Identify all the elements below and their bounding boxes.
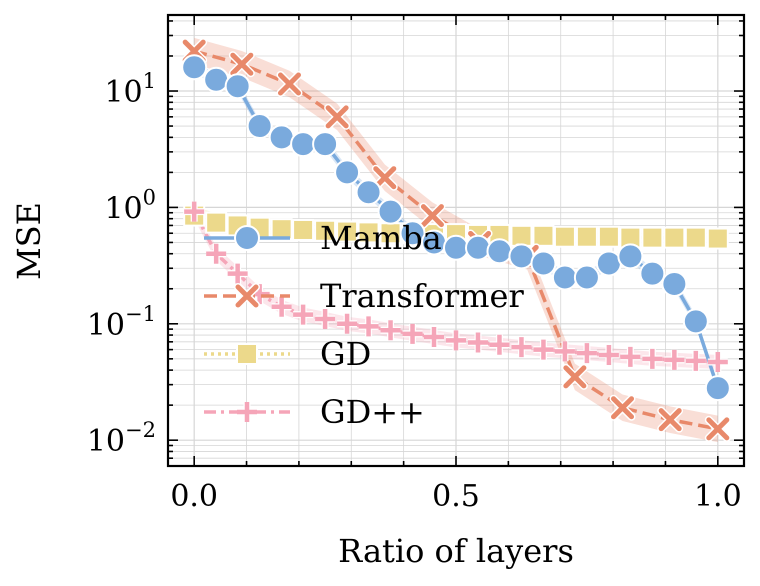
mamba-point <box>203 66 230 93</box>
mamba-point <box>551 264 578 291</box>
gdplusplus-point <box>664 349 685 370</box>
gd-point <box>597 225 620 248</box>
gdplusplus-point <box>685 350 706 371</box>
mamba-point <box>377 198 404 225</box>
x-axis-label: Ratio of layers <box>338 532 574 570</box>
mamba-point <box>246 113 273 140</box>
legend-gd-marker <box>236 343 258 365</box>
mamba-point <box>508 243 535 270</box>
gdplusplus-point <box>402 323 423 344</box>
mamba-point <box>399 220 426 247</box>
gdplusplus-point <box>227 263 248 284</box>
gd-point <box>575 225 598 248</box>
transformer-point <box>609 394 636 421</box>
axis-ticks <box>168 15 744 467</box>
gd-point <box>314 219 337 242</box>
mamba-point <box>334 159 361 186</box>
transformer-point <box>324 103 351 130</box>
transformer-point <box>704 415 731 442</box>
gd-point <box>663 226 686 249</box>
gdplusplus-point <box>642 348 663 369</box>
mamba-point <box>704 375 731 402</box>
series-markers <box>181 38 731 442</box>
gdplusplus-point <box>707 351 728 372</box>
gdplusplus-point <box>533 339 554 360</box>
y-tick-label: 100 <box>104 185 156 226</box>
gdplusplus-point <box>293 304 314 325</box>
gdplusplus-point <box>576 343 597 364</box>
transformer-point <box>371 164 398 191</box>
gdplusplus-point <box>598 344 619 365</box>
gd-point <box>292 218 315 241</box>
gdplusplus-point <box>489 334 510 355</box>
mamba-point <box>530 250 557 277</box>
gd-point <box>205 211 228 234</box>
mamba-point <box>573 264 600 291</box>
legend-gd-label: GD <box>320 335 371 373</box>
legend-transformer-label: Transformer <box>320 277 524 315</box>
transformer-point <box>419 202 446 229</box>
mamba-point <box>268 124 295 151</box>
legend: Mamba Transformer GD GD++ <box>204 219 524 431</box>
mamba-point <box>639 260 666 287</box>
gd-point <box>532 224 555 247</box>
mamba-point <box>224 73 251 100</box>
gd-point <box>684 226 707 249</box>
gdplusplus-point <box>467 332 488 353</box>
gd-point <box>270 218 293 241</box>
transformer-point <box>276 70 303 97</box>
y-tick-label: 10−1 <box>87 302 156 343</box>
gdplusplus-point <box>446 330 466 351</box>
gd-point <box>553 225 576 248</box>
gd-point <box>357 221 380 244</box>
mamba-point <box>443 234 469 261</box>
mamba-point <box>595 250 622 277</box>
gdplusplus-point <box>337 313 358 334</box>
gdplusplus-point <box>206 243 227 264</box>
legend-mamba-label: Mamba <box>320 219 442 257</box>
mamba-point <box>181 54 208 81</box>
tick-labels: 0.0 0.5 1.0 10−2 10−1 100 101 <box>87 69 742 514</box>
mamba-point <box>464 234 491 261</box>
mamba-point <box>290 131 317 158</box>
x-tick-label: 0.0 <box>170 479 218 514</box>
mamba-point <box>617 243 644 270</box>
mamba-point <box>355 179 382 206</box>
gdplusplus-point <box>358 316 379 337</box>
legend-mamba-marker <box>234 225 260 251</box>
transformer-point <box>657 406 684 433</box>
gd-point <box>706 227 729 250</box>
legend-gdplusplus-label: GD++ <box>320 393 425 431</box>
y-tick-label: 10−2 <box>87 418 156 459</box>
mamba-point <box>682 308 709 335</box>
mamba-point <box>486 238 513 265</box>
legend-gdplusplus-marker <box>237 402 257 422</box>
gdplusplus-point <box>315 308 336 329</box>
mamba-point <box>661 270 688 297</box>
gd-point <box>336 220 359 243</box>
transformer-point <box>228 51 255 78</box>
gd-point <box>641 226 664 249</box>
mamba-point <box>312 131 339 158</box>
gdplusplus-point <box>380 320 401 341</box>
y-tick-label: 101 <box>104 69 156 110</box>
gd-point <box>510 224 533 247</box>
gdplusplus-point <box>271 296 292 317</box>
transformer-point <box>561 363 588 390</box>
gdplusplus-point <box>184 201 205 222</box>
gdplusplus-point <box>554 341 575 362</box>
gdplusplus-point <box>620 346 641 367</box>
legend-transformer-marker <box>234 283 260 309</box>
gdplusplus-point <box>424 327 445 348</box>
gdplusplus-point <box>511 337 532 358</box>
y-axis-label: MSE <box>10 202 48 280</box>
x-tick-label: 1.0 <box>694 479 742 514</box>
x-tick-label: 0.5 <box>432 479 480 514</box>
